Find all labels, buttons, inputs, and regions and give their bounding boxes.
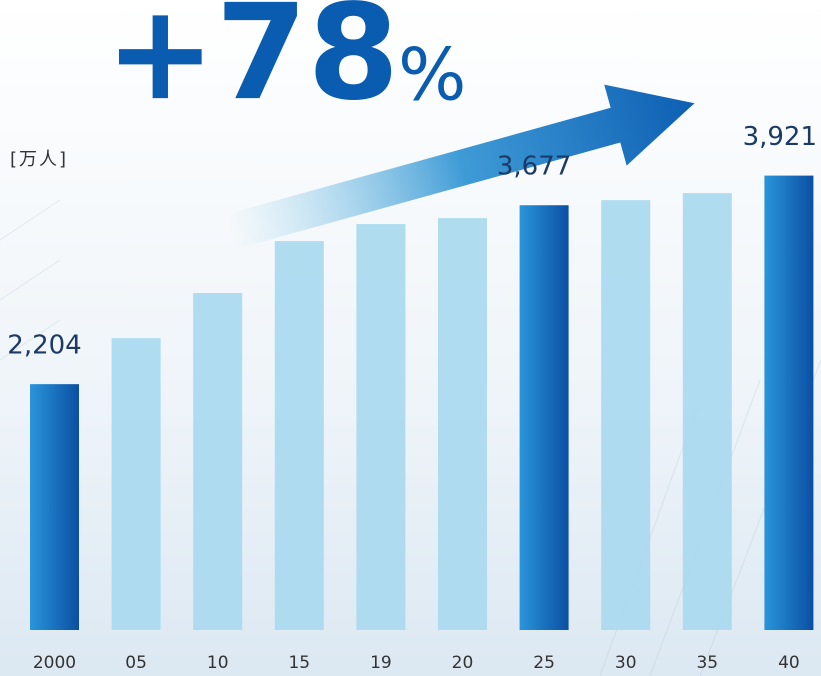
x-tick-label: 25 — [533, 653, 555, 673]
x-tick-label: 35 — [696, 653, 718, 673]
bar — [30, 384, 79, 630]
bar — [274, 241, 324, 630]
x-tick-label: 10 — [207, 653, 229, 673]
x-tick-label: 05 — [125, 653, 147, 673]
value-label: 2,204 — [7, 331, 81, 361]
x-tick-label: 30 — [615, 653, 637, 673]
growth-arrow — [225, 84, 695, 250]
value-label: 3,677 — [497, 152, 571, 182]
x-tick-label: 2000 — [33, 653, 76, 673]
bar — [519, 205, 569, 630]
bar — [356, 224, 406, 630]
bar — [682, 193, 732, 630]
bar — [111, 338, 161, 630]
bar — [193, 293, 243, 630]
bar — [601, 200, 651, 630]
bar — [764, 175, 814, 630]
bar — [438, 218, 487, 631]
value-label: 3,921 — [743, 122, 817, 152]
unit-label: [万人] — [10, 149, 68, 170]
x-tick-label: 19 — [370, 653, 392, 673]
x-tick-label: 15 — [288, 653, 310, 673]
growth-value: +78 — [105, 0, 399, 130]
x-tick-label: 40 — [778, 653, 800, 673]
growth-unit: % — [398, 33, 466, 117]
x-tick-label: 20 — [452, 653, 474, 673]
